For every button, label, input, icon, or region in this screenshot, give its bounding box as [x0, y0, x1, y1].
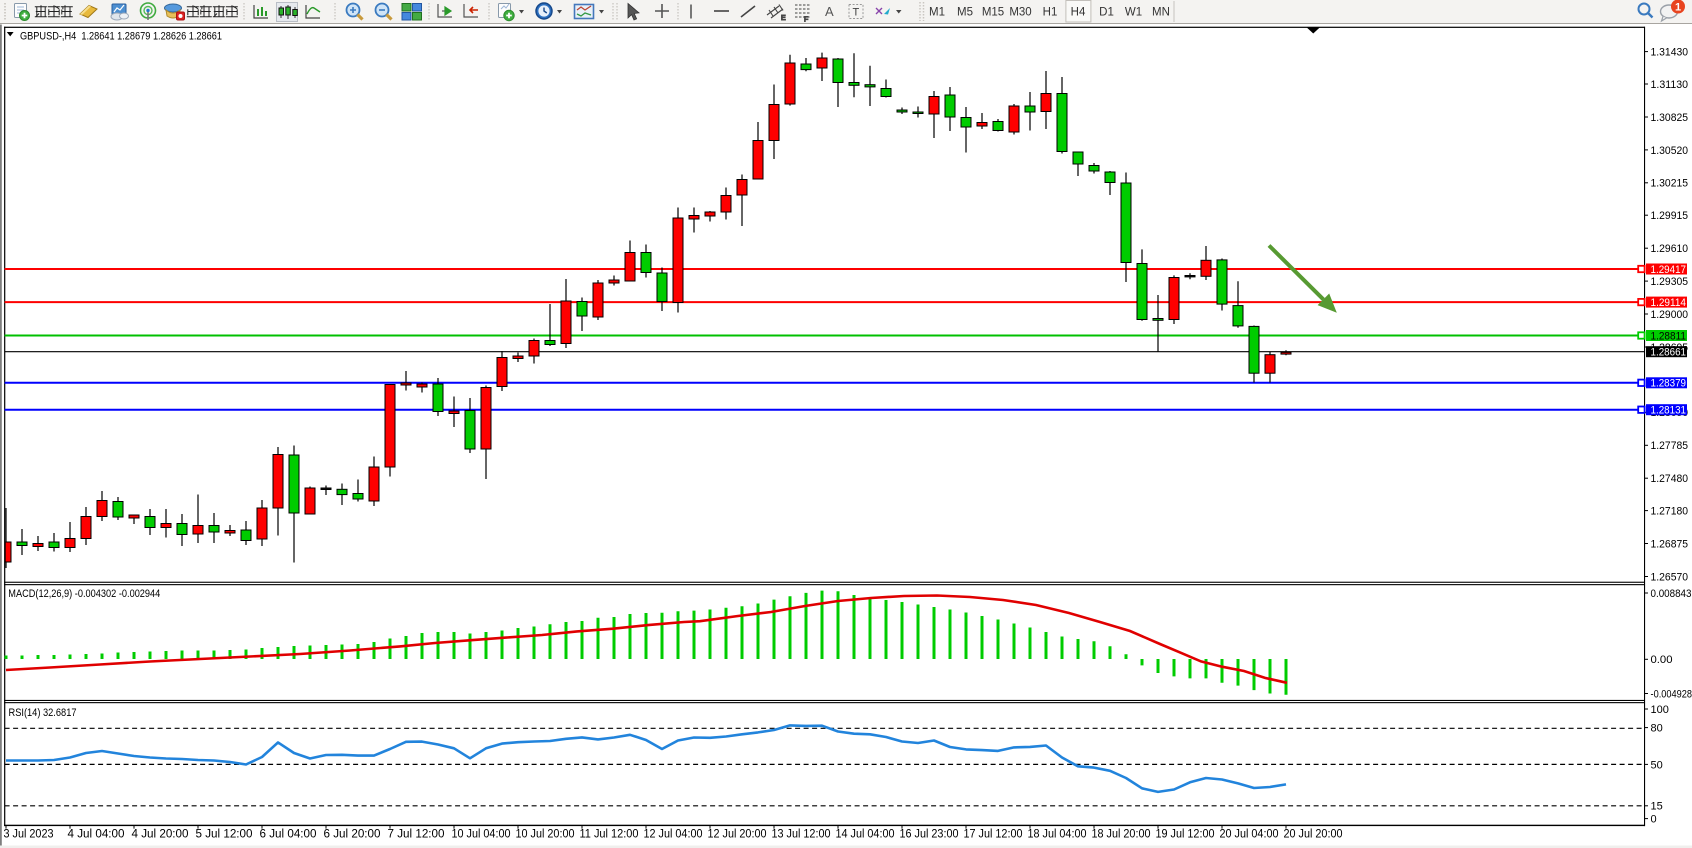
svg-text:MN: MN: [1152, 7, 1170, 19]
svg-text:4 Jul 20:00: 4 Jul 20:00: [132, 828, 189, 840]
svg-text:0.008843: 0.008843: [1651, 588, 1692, 600]
svg-text:1.29000: 1.29000: [1651, 309, 1689, 321]
svg-text:6 Jul 20:00: 6 Jul 20:00: [324, 828, 381, 840]
svg-text:18 Jul 20:00: 18 Jul 20:00: [1092, 828, 1151, 840]
svg-text:1.30825: 1.30825: [1651, 112, 1689, 124]
svg-text:13 Jul 12:00: 13 Jul 12:00: [772, 828, 831, 840]
svg-text:18 Jul 04:00: 18 Jul 04:00: [1028, 828, 1087, 840]
svg-text:3 Jul 2023: 3 Jul 2023: [4, 828, 54, 840]
svg-text:1.30520: 1.30520: [1651, 145, 1689, 157]
svg-text:1.26875: 1.26875: [1651, 538, 1689, 550]
svg-text:10 Jul 20:00: 10 Jul 20:00: [516, 828, 575, 840]
svg-text:M30: M30: [1009, 7, 1031, 19]
svg-text:GBPUSD-,H4 1.28641 1.28679 1.: GBPUSD-,H4 1.28641 1.28679 1.28626 1.286…: [20, 31, 222, 43]
svg-text:1.27785: 1.27785: [1651, 440, 1689, 452]
svg-text:MACD(12,26,9) -0.004302 -0.002: MACD(12,26,9) -0.004302 -0.002944: [8, 588, 160, 600]
svg-text:-0.004928: -0.004928: [1651, 688, 1692, 700]
svg-text:20 Jul 04:00: 20 Jul 04:00: [1220, 828, 1279, 840]
svg-text:1.27480: 1.27480: [1651, 473, 1689, 485]
svg-text:1.29915: 1.29915: [1651, 210, 1689, 222]
svg-text:80: 80: [1651, 723, 1663, 735]
svg-text:10 Jul 04:00: 10 Jul 04:00: [452, 828, 511, 840]
svg-text:15: 15: [1651, 801, 1663, 813]
svg-text:M5: M5: [957, 7, 973, 19]
svg-text:50: 50: [1651, 759, 1663, 771]
svg-text:5 Jul 12:00: 5 Jul 12:00: [196, 828, 253, 840]
svg-text:D1: D1: [1099, 7, 1114, 19]
svg-text:0: 0: [1651, 814, 1657, 826]
svg-text:17 Jul 12:00: 17 Jul 12:00: [964, 828, 1023, 840]
svg-text:1.28661: 1.28661: [1651, 347, 1687, 359]
svg-text:1: 1: [1675, 2, 1681, 14]
svg-text:1.29305: 1.29305: [1651, 276, 1689, 288]
svg-text:0.00: 0.00: [1651, 654, 1673, 666]
svg-text:H1: H1: [1043, 7, 1058, 19]
svg-text:20 Jul 20:00: 20 Jul 20:00: [1284, 828, 1343, 840]
svg-text:12 Jul 20:00: 12 Jul 20:00: [708, 828, 767, 840]
svg-text:F: F: [804, 17, 808, 24]
svg-text:1.29417: 1.29417: [1651, 264, 1687, 276]
svg-text:E: E: [781, 15, 786, 22]
svg-text:1.26570: 1.26570: [1651, 571, 1689, 583]
svg-text:1.28811: 1.28811: [1651, 330, 1687, 342]
svg-text:11 Jul 12:00: 11 Jul 12:00: [580, 828, 639, 840]
svg-text:H4: H4: [1071, 7, 1086, 19]
svg-text:7 Jul 12:00: 7 Jul 12:00: [388, 828, 445, 840]
svg-text:RSI(14) 32.6817: RSI(14) 32.6817: [9, 707, 77, 719]
svg-text:1.28131: 1.28131: [1651, 405, 1687, 417]
svg-text:1.30215: 1.30215: [1651, 178, 1689, 190]
svg-text:W1: W1: [1125, 7, 1142, 19]
svg-text:1.31430: 1.31430: [1651, 47, 1689, 59]
svg-text:T: T: [853, 7, 860, 19]
svg-text:19 Jul 12:00: 19 Jul 12:00: [1156, 828, 1215, 840]
svg-text:100: 100: [1651, 704, 1669, 716]
svg-text:1.27180: 1.27180: [1651, 506, 1689, 518]
svg-text:1.29114: 1.29114: [1651, 297, 1687, 309]
svg-text:1.29610: 1.29610: [1651, 243, 1689, 255]
svg-text:4 Jul 04:00: 4 Jul 04:00: [68, 828, 125, 840]
svg-text:6 Jul 04:00: 6 Jul 04:00: [260, 828, 317, 840]
svg-text:1.28379: 1.28379: [1651, 378, 1687, 390]
svg-text:M1: M1: [929, 7, 945, 19]
svg-text:1.31130: 1.31130: [1651, 79, 1689, 91]
svg-text:M15: M15: [982, 7, 1004, 19]
svg-text:A: A: [825, 4, 834, 19]
svg-text:12 Jul 04:00: 12 Jul 04:00: [644, 828, 703, 840]
svg-text:16 Jul 23:00: 16 Jul 23:00: [900, 828, 959, 840]
svg-text:14 Jul 04:00: 14 Jul 04:00: [836, 828, 895, 840]
